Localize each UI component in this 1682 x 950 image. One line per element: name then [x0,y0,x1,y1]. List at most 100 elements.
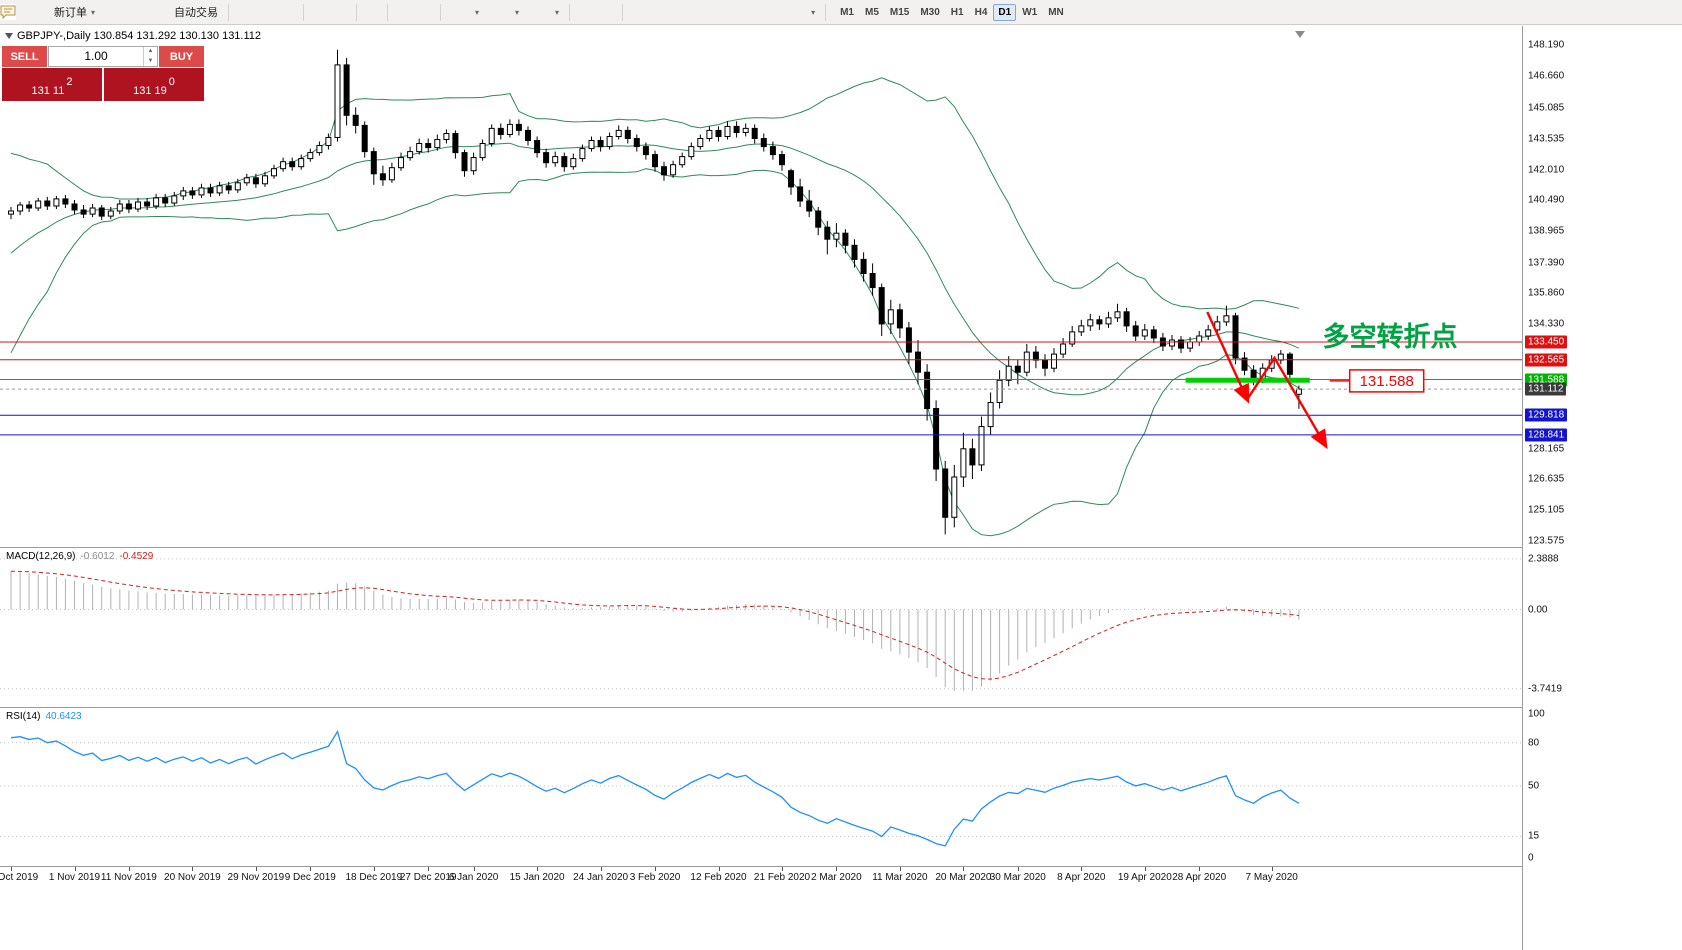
date-tick: 12 Feb 2020 [690,872,747,883]
templates-button[interactable]: ▾ [0,1,564,23]
chart-symbol-ohlc: GBPJPY-,Daily 130.854 131.292 130.130 13… [17,30,262,42]
date-tick: 28 Apr 2020 [1172,872,1227,883]
buy-price-tile[interactable]: 131 19 0 [104,68,204,101]
lot-size-input[interactable]: 1.00 ▲ ▼ [48,46,158,67]
timeframe-m15[interactable]: M15 [889,6,910,18]
tile-windows-icon[interactable] [0,2,382,22]
date-tick: 18 Dec 2019 [345,872,403,883]
new-order-icon [0,2,51,22]
fibonacci-icon[interactable] [0,2,736,22]
date-tick: 3 Feb 2020 [629,872,681,883]
auto-trading-label: 自动交易 [174,7,219,19]
indicators-plus-icon [0,2,471,22]
market-watch-icon[interactable] [0,2,144,22]
chevron-down-icon: ▾ [555,7,560,17]
price-level-label: 132.565 [1525,353,1568,367]
timeframe-w1[interactable]: W1 [1022,6,1038,18]
profiles-icon[interactable] [0,2,122,22]
date-tick-mark [1271,867,1273,871]
text-icon[interactable]: A [0,2,758,22]
sell-price-figure: 131 11 [31,85,65,97]
channel-icon[interactable] [0,2,714,22]
price-tick: 134.330 [1528,318,1565,330]
lot-size-value[interactable]: 1.00 [84,49,108,63]
turning-point-annotation[interactable]: 多空转折点 [1323,321,1458,352]
vertical-line-icon[interactable] [0,2,648,22]
cursor-icon[interactable] [0,2,595,22]
macd-main-value: -0.6012 [80,551,115,562]
toolbar-separator [622,3,624,21]
chart-shift-icon[interactable] [0,2,435,22]
search-icon[interactable] [0,2,1656,22]
horizontal-line-icon[interactable] [0,2,670,22]
date-tick-mark [373,867,375,871]
one-click-toggle-icon[interactable] [5,33,13,39]
horizontal-level-lines[interactable] [0,341,1522,436]
price-tick: 126.635 [1528,473,1565,485]
rsi-panel-canvas[interactable] [0,708,1522,866]
spinner-down-icon[interactable]: ▼ [147,57,154,64]
price-tick: 135.860 [1528,287,1565,299]
one-click-trade-panel: SELL 1.00 ▲ ▼ BUY 131 11 2 131 19 0 [2,46,204,101]
auto-trading-button[interactable]: 自动交易 [0,1,223,23]
spinner-up-icon[interactable]: ▲ [147,48,154,54]
main-chart-canvas[interactable]: 多空转折点 131.588 [0,26,1522,547]
date-tick-mark [963,867,965,871]
date-tick: 19 Apr 2020 [1117,872,1172,883]
price-tick: 142.010 [1528,164,1565,175]
timeframe-h1[interactable]: H1 [950,6,964,18]
sell-price-tile[interactable]: 131 11 2 [2,68,102,101]
price-callout-box[interactable] [1348,369,1425,393]
date-tick: 7 May 2020 [1245,872,1298,883]
timeframe-m5[interactable]: M5 [864,6,879,18]
price-level-label: 128.841 [1525,428,1568,442]
date-tick: 24 Jan 2020 [573,872,629,883]
zoom-out-icon[interactable] [0,2,351,22]
arrow-tools-button[interactable]: ▾ [0,1,820,23]
macd-scale-tick: 0.00 [1528,604,1548,615]
date-tick-mark [655,867,656,871]
template-icon [0,2,551,22]
macd-histogram [10,570,1300,691]
date-tick-mark [255,867,257,871]
chart-shift-marker[interactable] [1295,31,1305,38]
chevron-down-icon: ▾ [91,7,96,17]
price-tick: 138.965 [1528,225,1565,237]
timeframe-mn[interactable]: MN [1048,6,1064,18]
trendline-icon[interactable] [0,2,692,22]
periods-button[interactable]: ▾ [0,1,524,23]
price-axis[interactable]: 148.190 146.660 145.085 143.535 142.010 140.4… [1522,26,1682,950]
auto-scroll-icon[interactable] [0,2,413,22]
date-tick: 21 Feb 2020 [753,872,811,883]
trend-arrow-1[interactable] [1206,311,1250,404]
new-order-label: 新订单 [54,7,87,19]
timeframe-d1[interactable]: D1 [993,3,1017,21]
sell-button[interactable]: SELL [2,46,47,67]
date-tick: 6 Jan 2020 [448,872,499,883]
trend-arrow-2[interactable] [1246,355,1328,450]
timeframe-m1[interactable]: M1 [840,6,854,18]
panel-separator[interactable] [0,707,1682,708]
toolbar-separator [303,3,305,21]
toolbar-separator [387,3,389,21]
bollinger-bands [10,77,1300,537]
macd-panel-canvas[interactable] [0,548,1522,707]
candlestick-chart-icon[interactable] [0,2,276,22]
date-tick-mark [1081,867,1083,871]
timeframe-h4[interactable]: H4 [974,6,988,18]
line-chart-icon[interactable] [0,2,298,22]
rsi-name: RSI(14) [6,711,41,722]
chat-icon[interactable] [0,2,1678,22]
timeframe-m30[interactable]: M30 [920,6,940,18]
date-tick-mark [473,867,475,871]
panel-separator[interactable] [0,547,1682,548]
rsi-indicator-label: RSI(14) 40.6423 [6,711,82,722]
crosshair-icon[interactable] [0,2,617,22]
bar-chart-icon[interactable] [0,2,254,22]
new-order-button[interactable]: 新订单 ▾ [0,1,100,23]
indicators-button[interactable]: ▾ [0,1,484,23]
zoom-in-icon[interactable] [0,2,329,22]
buy-button[interactable]: BUY [159,46,204,67]
text-label-icon[interactable]: T [0,2,780,22]
